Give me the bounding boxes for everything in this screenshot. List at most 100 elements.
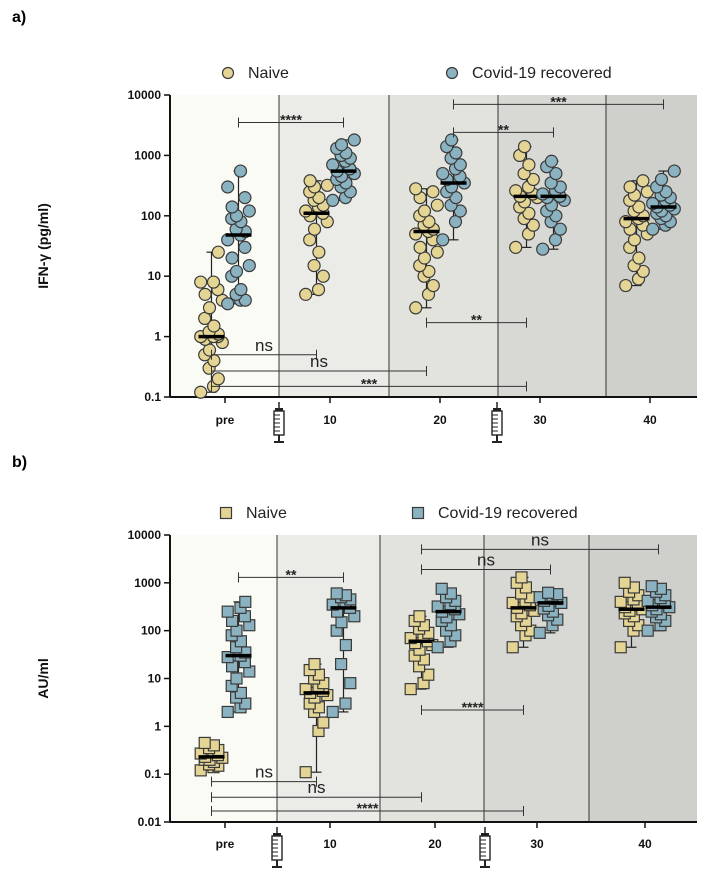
data-point (426, 185, 440, 199)
significance-label: ** (471, 312, 482, 328)
data-point (334, 138, 349, 152)
data-point (404, 683, 417, 696)
data-point (326, 193, 340, 207)
data-point (234, 282, 248, 297)
y-tick-label: 1 (154, 719, 161, 733)
data-point (409, 301, 423, 315)
group-covid-40 (641, 580, 676, 637)
y-axis-title: AU/ml (35, 658, 51, 698)
data-point (317, 716, 330, 729)
data-point (430, 245, 444, 259)
significance-label: **** (462, 699, 484, 715)
data-point (225, 251, 239, 265)
data-point (453, 204, 467, 218)
group-naive-10 (299, 174, 334, 301)
y-tick-label: 0.1 (144, 767, 161, 781)
significance-bracket: **** (211, 800, 524, 816)
data-point (202, 301, 217, 315)
legend-marker-naive (221, 66, 235, 80)
syringe-cap (275, 408, 283, 411)
data-point (515, 571, 528, 584)
timepoint-band (606, 95, 697, 397)
significance-bracket: ns (211, 778, 422, 803)
data-point (417, 204, 432, 218)
significance-label: *** (361, 375, 378, 391)
x-tick-label: pre (216, 837, 235, 851)
panel-b-chart: b) 0.01 0.1 1 10 100 1000 10000 AU/ml pre 10 20 30 40… (12, 454, 697, 868)
y-tick-label: 1 (154, 330, 161, 344)
x-tick-label: 20 (428, 837, 442, 851)
data-point (239, 595, 252, 608)
data-point (614, 641, 627, 654)
syringe-cap (493, 408, 501, 411)
group-naive-40 (619, 174, 654, 293)
data-point (326, 705, 339, 719)
data-point (194, 275, 208, 289)
data-point (413, 610, 426, 623)
data-point (229, 264, 244, 279)
data-point (221, 297, 235, 311)
timepoint-band (170, 535, 277, 822)
data-point (422, 264, 436, 279)
significance-bracket: ns (211, 352, 427, 376)
significance-label: ** (498, 121, 509, 137)
data-point (636, 264, 650, 279)
group-naive-30 (506, 571, 541, 654)
y-axis-title: IFN-γ (pg/ml) (35, 203, 51, 289)
significance-bracket: ns (421, 530, 659, 555)
significance-label: **** (357, 800, 379, 816)
significance-label: ns (477, 550, 495, 569)
data-point (211, 245, 225, 259)
y-tick-label: 100 (141, 209, 161, 223)
vaccine-syringe-icon (273, 402, 285, 443)
data-point (242, 258, 256, 273)
legend-label-naive: Naive (246, 505, 287, 522)
significance-label: *** (550, 93, 567, 109)
syringe-cap (273, 833, 281, 836)
significance-bracket: **** (421, 699, 524, 715)
data-point (221, 705, 234, 719)
data-point (238, 240, 252, 254)
data-point (409, 182, 423, 196)
group-covid-10 (326, 587, 361, 719)
data-point (522, 206, 536, 220)
data-point (632, 200, 646, 214)
data-point (614, 595, 627, 608)
y-tick-label: 1000 (134, 148, 161, 162)
data-point (422, 668, 435, 681)
data-point (299, 766, 312, 779)
y-tick-label: 0.01 (138, 815, 162, 829)
data-point (444, 133, 459, 147)
group-naive-pre (194, 245, 229, 399)
data-point (553, 222, 567, 236)
data-point (312, 245, 326, 259)
y-tick-label: 0.1 (144, 390, 161, 404)
data-point (430, 198, 444, 212)
group-covid-40 (646, 164, 681, 236)
x-tick-label: 20 (433, 413, 447, 427)
data-point (453, 158, 467, 172)
data-point (347, 133, 361, 147)
data-point (544, 154, 559, 168)
data-point (509, 240, 523, 254)
data-point (308, 658, 321, 671)
group-covid-10 (326, 133, 361, 207)
legend: Naive Covid-19 recovered (219, 505, 578, 522)
x-tick-label: 40 (643, 413, 657, 427)
significance-label: ns (310, 352, 328, 371)
data-point (335, 658, 348, 671)
significance-label: ns (255, 336, 273, 355)
group-covid-20 (436, 133, 471, 247)
panel-label: a) (12, 9, 26, 26)
data-point (198, 287, 212, 301)
significance-label: ns (255, 763, 273, 782)
panel-a-chart: a) 0.1 1 10 100 1000 10000 IFN-γ (pg/ml) pre 10 20… (12, 9, 697, 443)
data-point (307, 258, 321, 273)
data-point (431, 641, 444, 654)
data-point (549, 166, 563, 181)
data-point (618, 576, 631, 589)
group-covid-30 (533, 586, 568, 639)
data-point (198, 736, 211, 750)
significance-bracket: ns (211, 336, 317, 360)
